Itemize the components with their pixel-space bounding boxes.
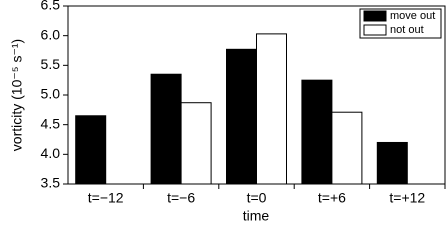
y-tick-label: 5.0 (41, 86, 61, 102)
legend-label: move out (390, 10, 435, 22)
bar (256, 33, 287, 185)
y-tick-label: 5.5 (41, 56, 61, 72)
y-tick-label: 4.0 (41, 145, 61, 161)
x-tick-label: t=−6 (167, 190, 195, 206)
y-tick-label: 3.5 (41, 175, 61, 191)
bar (180, 102, 212, 185)
bar (331, 111, 363, 185)
bar (150, 73, 182, 185)
y-tick-label: 6.0 (41, 26, 61, 42)
y-tick-label: 6.5 (41, 0, 61, 13)
legend-label: not out (390, 24, 424, 36)
bar (75, 115, 107, 185)
x-tick-label: t=−12 (88, 190, 124, 206)
x-axis-label: time (243, 208, 270, 224)
y-tick-label: 4.5 (41, 115, 61, 131)
bar (376, 141, 408, 185)
x-tick-label: t=0 (247, 190, 267, 206)
plot-frame (67, 5, 446, 185)
legend-swatch (363, 10, 387, 22)
bar (301, 79, 333, 185)
x-tick-label: t=+6 (318, 190, 346, 206)
legend-swatch (363, 24, 387, 36)
x-tick-label: t=+12 (389, 190, 425, 206)
chart: vorticity (10⁻⁵ s⁻¹) time 3.5 4.0 4.5 5.0 5.… (9, 0, 446, 224)
bar (226, 48, 257, 185)
y-axis-label: vorticity (10⁻⁵ s⁻¹) (9, 39, 25, 151)
